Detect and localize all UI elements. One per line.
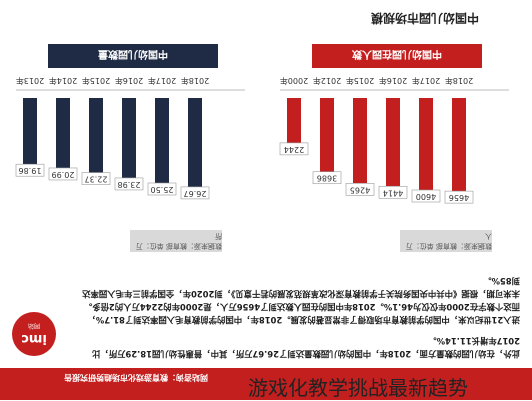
category-label-1-2: 2016年 — [379, 76, 407, 86]
brand-logo: imc 网站 — [12, 312, 56, 356]
enrollment-chart: 4656 2018年 4600 2017年 4414 2016年 4265 2015年 3686… — [279, 76, 509, 204]
category-label-1-4: 2012年 — [313, 76, 341, 86]
value-box-1-5 — [279, 142, 309, 156]
bar-0-5 — [23, 98, 37, 165]
value-label-0-4: 20.99 — [52, 170, 75, 179]
value-box-1-0 — [444, 190, 474, 204]
page-title: 中国幼儿园市场规模 — [371, 11, 480, 25]
value-label-1-2: 4414 — [383, 188, 403, 197]
logo-subtext: 网站 — [28, 322, 41, 329]
value-label-1-4: 3686 — [317, 174, 337, 183]
category-label-1-0: 2018年 — [445, 76, 473, 86]
value-label-1-3: 4265 — [350, 185, 370, 194]
category-label-0-5: 2013年 — [16, 76, 44, 86]
value-label-0-1: 25.50 — [151, 185, 174, 194]
bar-1-1 — [419, 98, 433, 190]
value-box-1-3 — [345, 183, 375, 196]
bar-0-2 — [122, 98, 136, 178]
category-label-0-4: 2014年 — [49, 76, 77, 86]
bar-0-3 — [89, 98, 103, 173]
logo-text: imc — [21, 331, 47, 346]
value-box-0-0 — [180, 186, 210, 200]
category-label-0-3: 2015年 — [82, 76, 110, 86]
value-label-1-5: 2244 — [284, 145, 304, 154]
value-label-0-2: 23.98 — [118, 180, 141, 189]
category-label-0-2: 2016年 — [115, 76, 143, 86]
watermark-caption: 游戏化教学挑战最新趋势 — [248, 376, 468, 400]
kindergarten-count-panel: 26.67 2018年 25.50 2017年 23.98 2016年 22.37 2015年… — [8, 30, 253, 255]
body-paragraph-2: 此外，在幼儿园的数量方面，2018年，中国的幼儿园数量达到了26.67万所，其中… — [91, 336, 520, 359]
kindergarten-count-header: 中国幼儿园数量 — [48, 44, 218, 68]
bar-1-3 — [353, 98, 367, 184]
category-label-0-0: 2018年 — [181, 76, 209, 86]
bar-0-0 — [188, 98, 202, 187]
bar-1-4 — [320, 98, 334, 172]
value-box-0-4 — [48, 167, 78, 181]
value-box-0-3 — [81, 172, 111, 185]
bar-1-0 — [452, 98, 466, 192]
value-label-0-5: 19.86 — [19, 166, 42, 175]
value-box-1-1 — [411, 189, 441, 203]
enrollment-panel: 4656 2018年 4600 2017年 4414 2016年 4265 2015年 3686… — [272, 30, 517, 255]
category-label-1-3: 2015年 — [346, 76, 374, 86]
category-label-0-1: 2017年 — [148, 76, 176, 86]
category-label-1-1: 2017年 — [412, 76, 440, 86]
value-box-1-2 — [378, 185, 408, 199]
bar-0-4 — [56, 98, 70, 168]
footer-bar — [0, 368, 532, 400]
bar-1-5 — [287, 98, 301, 143]
bar-0-1 — [155, 98, 169, 183]
category-label-1-5: 2000年 — [280, 76, 308, 86]
right-source-note: 数据来源：教育部 单位：万人 — [400, 230, 492, 252]
value-label-1-0: 4656 — [449, 193, 469, 202]
kindergarten-count-chart: 26.67 2018年 25.50 2017年 23.98 2016年 22.37 2015年… — [15, 76, 245, 200]
value-label-0-3: 22.37 — [85, 175, 108, 184]
enrollment-header: 中国幼儿园在园人数 — [312, 44, 482, 68]
value-box-0-1 — [147, 182, 177, 196]
value-label-0-0: 26.67 — [184, 189, 207, 198]
body-paragraph-1: 进入21世纪以来，中国的学前教育市场取得了非常显著的发展。2018年，中国的学前… — [82, 276, 520, 325]
value-box-1-4 — [312, 171, 342, 185]
footer-text: 网站咨询：教育游戏化市场趋势研究报告 — [64, 373, 208, 382]
value-label-1-1: 4600 — [416, 192, 436, 201]
left-source-note: 数据来源：教育部 单位：万所 — [130, 230, 222, 252]
value-box-0-2 — [114, 177, 144, 191]
value-box-0-5 — [15, 163, 45, 177]
bar-1-2 — [386, 98, 400, 187]
